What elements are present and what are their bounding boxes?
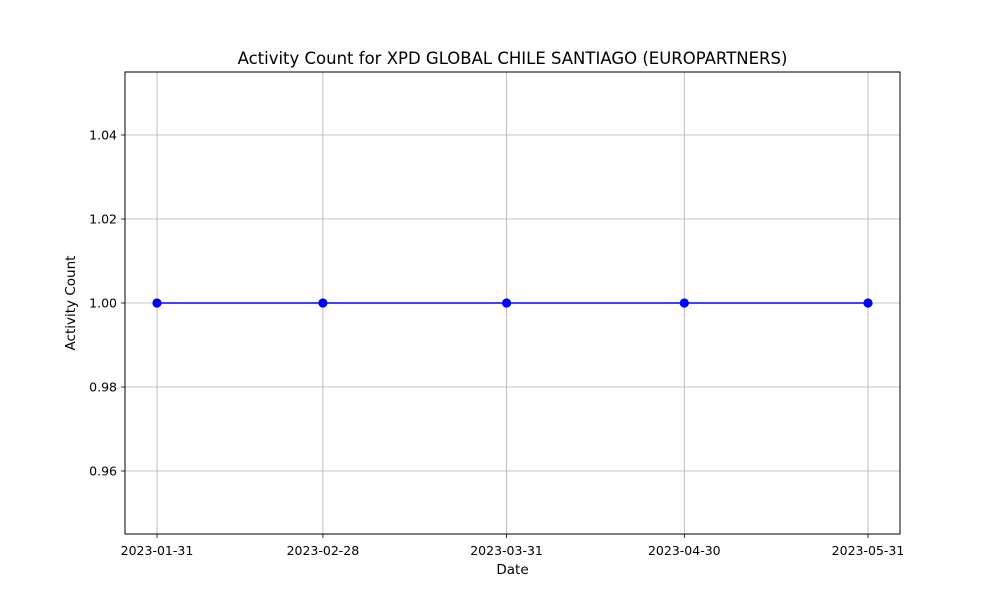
y-tick-label: 0.96 bbox=[89, 464, 117, 479]
x-tick-label: 2023-05-31 bbox=[832, 543, 905, 558]
y-tick-label: 0.98 bbox=[89, 380, 117, 395]
data-point-marker bbox=[863, 298, 873, 308]
x-tick-label: 2023-03-31 bbox=[470, 543, 543, 558]
x-tick-label: 2023-01-31 bbox=[121, 543, 194, 558]
data-series bbox=[152, 298, 873, 308]
data-point-marker bbox=[679, 298, 689, 308]
y-axis-ticks: 0.96 0.98 1.00 1.02 1.04 bbox=[89, 128, 125, 479]
y-axis-label: Activity Count bbox=[63, 256, 79, 351]
y-tick-label: 1.00 bbox=[89, 296, 117, 311]
x-axis-label: Date bbox=[496, 562, 528, 578]
data-point-marker bbox=[318, 298, 328, 308]
x-tick-label: 2023-02-28 bbox=[287, 543, 360, 558]
y-tick-label: 1.02 bbox=[89, 212, 117, 227]
data-point-marker bbox=[501, 298, 512, 308]
chart-title: Activity Count for XPD GLOBAL CHILE SANT… bbox=[238, 49, 788, 68]
data-point-marker bbox=[152, 298, 162, 308]
y-tick-label: 1.04 bbox=[89, 128, 117, 143]
x-tick-label: 2023-04-30 bbox=[648, 543, 721, 558]
x-axis-ticks: 2023-01-31 2023-02-28 2023-03-31 2023-04-30… bbox=[121, 534, 905, 558]
